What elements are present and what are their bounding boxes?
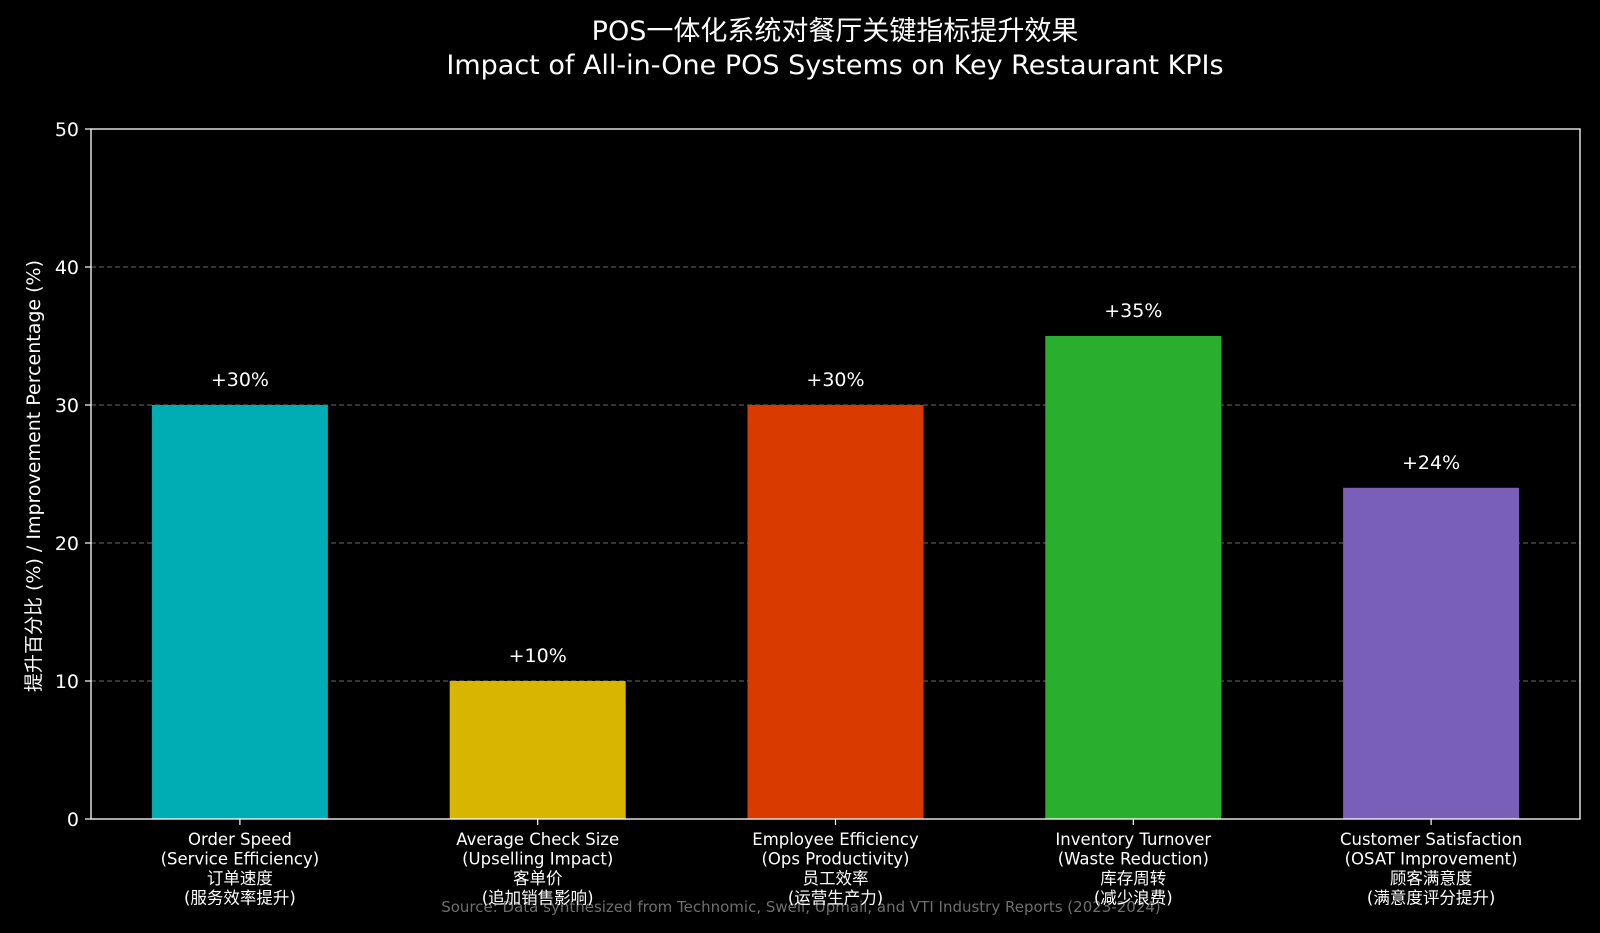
- y-tick-label-0: 0: [67, 809, 79, 831]
- bar-value-label-1: +30%: [211, 369, 269, 391]
- bar-value-label-4: +35%: [1104, 300, 1162, 322]
- axis-layer: 0 10 20 30 40 50: [55, 119, 1581, 831]
- x-tick-label-5-line-2: (OSAT Improvement): [1345, 850, 1518, 869]
- x-tick-label-2-line-2: (Upselling Impact): [462, 850, 613, 869]
- x-tick-label-2-line-1: Average Check Size: [456, 830, 619, 849]
- bar-5: [1343, 487, 1520, 819]
- y-tick-label-40: 40: [55, 257, 79, 279]
- x-tick-label-3-line-2: (Ops Productivity): [762, 850, 910, 869]
- x-tick-label-3-line-3: 员工效率: [803, 869, 869, 888]
- chart-title: POS一体化系统对餐厅关键指标提升效果: [592, 16, 1079, 47]
- x-tick-label-3-line-1: Employee Efficiency: [752, 830, 919, 849]
- chart-subtitle: Impact of All-in-One POS Systems on Key …: [446, 50, 1223, 81]
- y-axis-label: 提升百分比 (%) / Improvement Percentage (%): [23, 260, 45, 692]
- bar-3: [747, 405, 924, 819]
- x-tick-label-5-line-4: (满意度评分提升): [1367, 889, 1495, 908]
- source-layer: Source: Data synthesized from Technomic,…: [441, 898, 1161, 916]
- bar-value-label-3: +30%: [806, 369, 864, 391]
- x-tick-label-4-line-4: (减少浪费): [1094, 889, 1173, 908]
- x-tick-label-1-line-1: Order Speed: [188, 830, 292, 849]
- x-tick-label-1-line-3: 订单速度: [207, 869, 273, 888]
- x-tick-label-5-line-1: Customer Satisfaction: [1340, 830, 1522, 849]
- bars-layer: [151, 336, 1520, 819]
- plot-frame: [90, 128, 1581, 820]
- labels-layer: +30%Order Speed(Service Efficiency)订单速度(…: [161, 300, 1523, 908]
- bar-1: [151, 405, 328, 819]
- x-tick-label-4-line-2: (Waste Reduction): [1058, 850, 1209, 869]
- x-tick-label-4-line-3: 库存周转: [1100, 869, 1166, 888]
- y-tick-label-20: 20: [55, 533, 79, 555]
- x-tick-label-3-line-4: (运营生产力): [788, 889, 883, 908]
- x-tick-label-2-line-3: 客单价: [513, 869, 563, 888]
- x-tick-label-5-line-3: 顾客满意度: [1390, 869, 1473, 888]
- y-tick-label-10: 10: [55, 671, 79, 693]
- x-tick-label-1-line-4: (服务效率提升): [184, 889, 296, 908]
- y-tick-label-50: 50: [55, 119, 79, 141]
- y-tick-label-30: 30: [55, 395, 79, 417]
- bar-4: [1045, 336, 1222, 819]
- source-note: Source: Data synthesized from Technomic,…: [441, 898, 1161, 916]
- bar-2: [449, 681, 626, 819]
- x-tick-label-1-line-2: (Service Efficiency): [161, 850, 320, 869]
- bar-value-label-5: +24%: [1402, 452, 1460, 474]
- x-tick-label-4-line-1: Inventory Turnover: [1055, 830, 1211, 849]
- x-tick-label-2-line-4: (追加销售影响): [482, 889, 594, 908]
- bar-value-label-2: +10%: [509, 645, 567, 667]
